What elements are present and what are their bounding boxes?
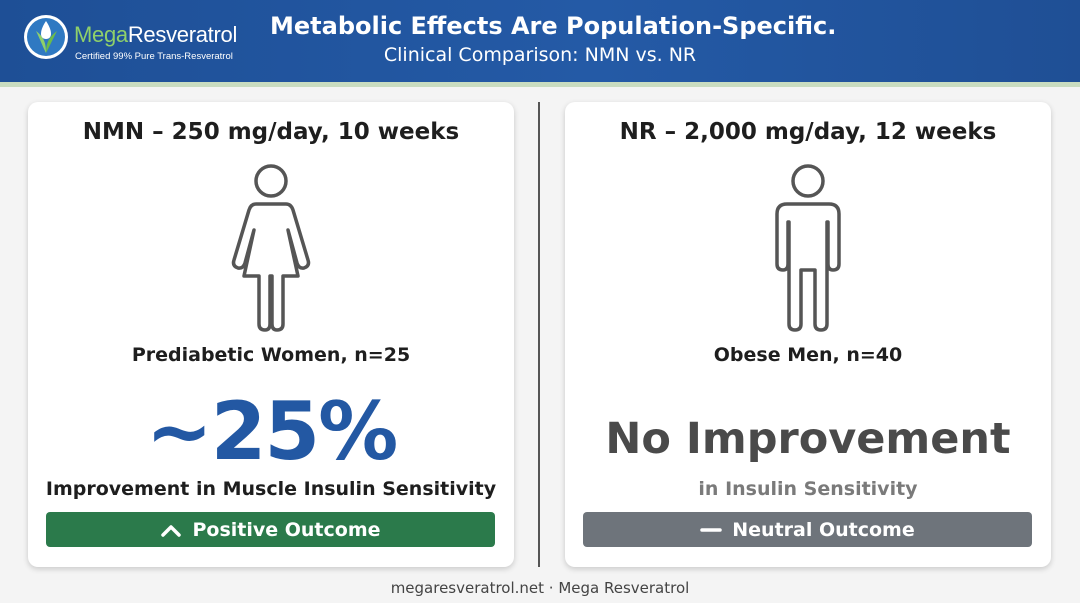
positive-outcome-label: Positive Outcome: [192, 518, 381, 541]
brand-name-prefix: Mega: [74, 22, 128, 47]
brand-name-suffix: Resveratrol: [127, 22, 238, 47]
page-title: Metabolic Effects Are Population-Specifi…: [270, 12, 837, 40]
positive-outcome-badge: Positive Outcome: [46, 512, 495, 547]
nmn-improvement-value: ~25%: [145, 385, 399, 478]
minus-icon: [700, 527, 722, 532]
brand-name: MegaResveratrol: [74, 22, 237, 48]
footer-credit: megaresveratrol.net · Mega Resveratrol: [390, 579, 690, 597]
leaf-droplet-logo-icon: [24, 15, 68, 59]
brand-tagline: Certified 99% Pure Trans-Resveratrol: [75, 51, 233, 62]
header-accent-stripe: [0, 82, 1080, 87]
nmn-effect-label: Improvement in Muscle Insulin Sensitivit…: [45, 478, 497, 500]
nr-effect-label: in Insulin Sensitivity: [698, 478, 918, 500]
nmn-panel: NMN – 250 mg/day, 10 weeks Prediabetic W…: [28, 102, 514, 567]
nr-result-value: No Improvement: [605, 414, 1011, 464]
page-subtitle: Clinical Comparison: NMN vs. NR: [383, 44, 697, 66]
man-icon: [775, 164, 841, 332]
nr-panel: NR – 2,000 mg/day, 12 weeks Obese Men, n…: [565, 102, 1051, 567]
nmn-panel-title: NMN – 250 mg/day, 10 weeks: [82, 119, 460, 145]
header-banner: MegaResveratrol Certified 99% Pure Trans…: [0, 0, 1080, 82]
woman-icon: [231, 164, 311, 332]
brand-logo[interactable]: MegaResveratrol Certified 99% Pure Trans…: [22, 13, 252, 65]
nmn-population-label: Prediabetic Women, n=25: [131, 344, 411, 366]
chevron-up-icon: [161, 524, 182, 537]
panel-divider: [538, 102, 540, 567]
neutral-outcome-badge: Neutral Outcome: [583, 512, 1032, 547]
nr-population-label: Obese Men, n=40: [713, 344, 903, 366]
nr-panel-title: NR – 2,000 mg/day, 12 weeks: [619, 119, 997, 145]
neutral-outcome-label: Neutral Outcome: [732, 518, 915, 541]
